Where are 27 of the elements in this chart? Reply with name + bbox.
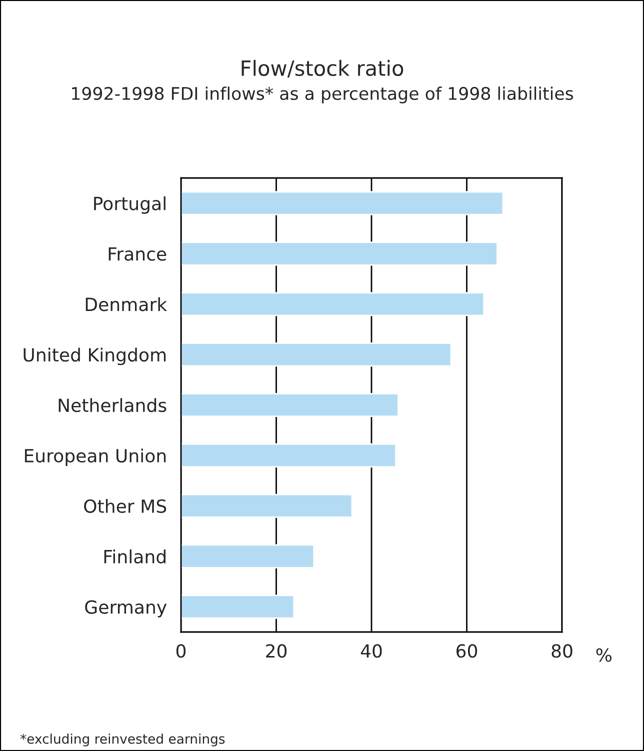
- bar: [181, 544, 315, 568]
- bar: [181, 443, 396, 468]
- x-tick-label: 20: [266, 644, 287, 658]
- y-tick-label: Other MS: [84, 499, 166, 514]
- bar: [181, 342, 452, 367]
- y-tick-label: European Union: [24, 448, 166, 466]
- bar: [181, 242, 498, 266]
- y-tick-label: Germany: [85, 600, 167, 618]
- y-tick-label: France: [108, 247, 166, 261]
- bar: [181, 594, 295, 619]
- bar: [181, 494, 353, 518]
- text: *excluding reinvested earnings: [20, 734, 225, 746]
- y-tick-label: Netherlands: [58, 398, 166, 412]
- bar: [181, 292, 485, 316]
- bar: [181, 191, 504, 216]
- y-tick-label: United Kingdom: [24, 348, 166, 366]
- x-tick-label: 80: [552, 644, 572, 658]
- x-tick-label: 40: [360, 644, 382, 658]
- x-tick-label: 0: [176, 644, 186, 658]
- chart-subtitle: 1992-1998 FDI inflows* as a percentage of 1998 liabilities: [72, 86, 574, 104]
- bar: [181, 392, 399, 418]
- y-tick-label: Denmark: [86, 297, 168, 312]
- x-tick-label: 60: [456, 644, 478, 658]
- y-tick-label: Finland: [104, 549, 166, 564]
- x-axis-title: %: [596, 648, 612, 662]
- y-tick-label: Portugal: [94, 196, 166, 214]
- chart-title: Flow/stock ratio: [242, 60, 404, 78]
